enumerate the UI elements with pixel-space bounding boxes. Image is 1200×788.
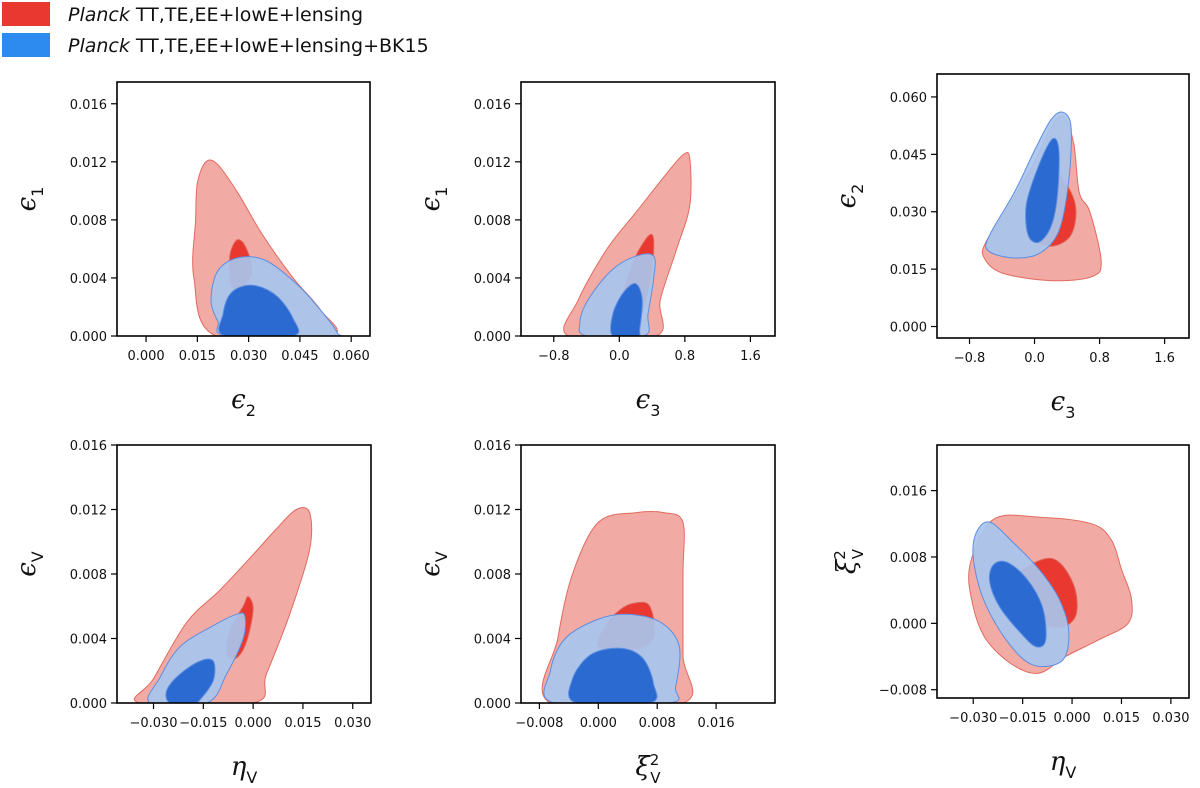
x-axis-label-p6: ηV xyxy=(1050,747,1077,782)
x-tick-label-p1-0: 0.000 xyxy=(127,349,164,364)
y-tick-label-p2-4: 0.016 xyxy=(474,98,511,113)
x-tick-label-p3-2: 0.8 xyxy=(1089,351,1110,366)
x-axis-label-p1: ϵ2 xyxy=(231,385,256,420)
axes-frame-p6 xyxy=(936,444,1190,699)
y-tick-label-p6-1: 0.000 xyxy=(890,617,927,632)
y-tick-label-p3-2: 0.030 xyxy=(890,206,927,221)
y-axis-label-p2: ϵ1 xyxy=(416,187,451,212)
y-tick-label-p3-0: 0.000 xyxy=(890,321,927,336)
y-tick-label-p4-0: 0.000 xyxy=(70,697,107,712)
contours-p1 xyxy=(192,159,345,336)
x-tick-label-p3-3: 1.6 xyxy=(1154,351,1175,366)
x-tick-label-p2-3: 1.6 xyxy=(740,349,761,364)
y-axis-label-p4: ϵV xyxy=(12,551,47,577)
x-tick-label-p2-1: 0.0 xyxy=(609,349,630,364)
y-tick-label-p2-0: 0.000 xyxy=(474,330,511,345)
panel-p4: −0.030 −0.015 0.000 0.015 0.030 0.000 0.004 0.0… xyxy=(12,439,372,787)
x-axis-label-p2: ϵ3 xyxy=(636,385,661,420)
contour-panels: 0.000 0.015 0.030 0.045 0.060 0.000 0.004 0.008… xyxy=(12,73,1190,787)
x-tick-label-p5-3: 0.016 xyxy=(697,716,734,731)
x-tick-label-p2-0: −0.8 xyxy=(538,349,570,364)
panel-p1: 0.000 0.015 0.030 0.045 0.060 0.000 0.004 0.008… xyxy=(12,81,371,420)
contour-blue-inner-p6 xyxy=(988,560,1047,648)
x-tick-label-p5-2: 0.008 xyxy=(639,716,676,731)
contours-p5 xyxy=(541,511,694,703)
y-tick-label-p6-0: −0.008 xyxy=(879,684,927,699)
x-tick-label-p6-4: 0.030 xyxy=(1152,711,1189,726)
y-tick-label-p5-1: 0.004 xyxy=(474,633,511,648)
x-tick-label-p6-3: 0.015 xyxy=(1103,711,1140,726)
y-axis-label-p5: ϵV xyxy=(416,551,451,577)
legend: Planck TT,TE,EE+lowE+lensing Planck TT,TE… xyxy=(2,2,429,57)
y-tick-label-p4-3: 0.012 xyxy=(70,504,107,519)
legend-label-1: Planck TT,TE,EE+lowE+lensing xyxy=(68,4,363,26)
panel-p5: −0.008 0.000 0.008 0.016 0.000 0.004 0.008 0.01… xyxy=(416,439,776,787)
y-axis-label-p1: ϵ1 xyxy=(12,187,47,212)
contours-p6 xyxy=(968,514,1133,674)
x-axis-label-p5: ξ2 V xyxy=(635,751,661,787)
contours-p2 xyxy=(563,151,692,336)
panel-p2: −0.8 0.0 0.8 1.6 0.000 0.004 0.008 0.012 0.016 ϵ3… xyxy=(416,81,776,420)
x-tick-label-p4-4: 0.030 xyxy=(334,716,371,731)
x-tick-label-p2-2: 0.8 xyxy=(675,349,696,364)
y-tick-label-p5-3: 0.012 xyxy=(474,504,511,519)
y-tick-label-p4-1: 0.004 xyxy=(70,633,107,648)
x-tick-label-p3-1: 0.0 xyxy=(1024,351,1045,366)
x-tick-label-p4-2: 0.000 xyxy=(235,716,272,731)
y-tick-label-p3-1: 0.015 xyxy=(890,263,927,278)
y-tick-label-p2-1: 0.004 xyxy=(474,272,511,287)
y-tick-label-p1-2: 0.008 xyxy=(70,214,107,229)
x-tick-label-p6-1: −0.015 xyxy=(999,711,1047,726)
legend-swatch-2 xyxy=(2,33,50,57)
legend-swatch-1 xyxy=(2,2,50,26)
y-axis-label-p6: ξ2V xyxy=(831,548,867,574)
x-tick-label-p3-0: −0.8 xyxy=(954,351,986,366)
x-axis-label-p3: ϵ3 xyxy=(1051,387,1076,422)
axes-frame-p3 xyxy=(936,73,1190,339)
y-axis-label-p3: ϵ2 xyxy=(832,184,867,209)
x-tick-label-p4-3: 0.015 xyxy=(284,716,321,731)
y-tick-label-p1-4: 0.016 xyxy=(70,98,107,113)
y-tick-label-p2-2: 0.008 xyxy=(474,214,511,229)
x-tick-label-p6-0: −0.030 xyxy=(949,711,997,726)
x-tick-label-p6-2: 0.000 xyxy=(1053,711,1090,726)
x-tick-label-p4-1: −0.015 xyxy=(179,716,227,731)
x-tick-label-p1-3: 0.045 xyxy=(281,349,318,364)
y-tick-label-p4-2: 0.008 xyxy=(70,568,107,583)
y-tick-label-p4-4: 0.016 xyxy=(70,439,107,454)
legend-label-2: Planck TT,TE,EE+lowE+lensing+BK15 xyxy=(68,35,429,57)
y-tick-label-p5-0: 0.000 xyxy=(474,697,511,712)
contours-p3 xyxy=(981,111,1102,282)
y-tick-label-p6-2: 0.008 xyxy=(890,551,927,566)
x-tick-label-p5-0: −0.008 xyxy=(515,716,563,731)
axes-frame-p2 xyxy=(520,81,776,337)
y-tick-label-p5-4: 0.016 xyxy=(474,439,511,454)
y-tick-label-p1-1: 0.004 xyxy=(70,272,107,287)
y-tick-label-p2-3: 0.012 xyxy=(474,156,511,171)
contours-p4 xyxy=(133,507,313,703)
y-tick-label-p3-4: 0.060 xyxy=(890,91,927,106)
contour-blue-inner-p3 xyxy=(1025,137,1060,244)
x-tick-label-p5-1: 0.000 xyxy=(580,716,617,731)
y-tick-label-p5-2: 0.008 xyxy=(474,568,511,583)
y-tick-label-p1-3: 0.012 xyxy=(70,156,107,171)
x-tick-label-p1-4: 0.060 xyxy=(333,349,370,364)
panel-p3: −0.8 0.0 0.8 1.6 0.000 0.015 0.030 0.045 0.060 ϵ3… xyxy=(832,73,1190,422)
x-tick-label-p4-0: −0.030 xyxy=(129,716,177,731)
y-tick-label-p6-3: 0.016 xyxy=(890,485,927,500)
axes-frame-p1 xyxy=(116,81,371,337)
x-tick-label-p1-2: 0.030 xyxy=(230,349,267,364)
y-tick-label-p3-3: 0.045 xyxy=(890,148,927,163)
y-tick-label-p1-0: 0.000 xyxy=(70,330,107,345)
contour-blue-outer-p4 xyxy=(147,612,247,703)
panel-p6: −0.030 −0.015 0.000 0.015 0.030 −0.008 0.000 0.… xyxy=(831,444,1190,782)
x-axis-label-p4: ηV xyxy=(231,752,258,787)
x-tick-label-p1-1: 0.015 xyxy=(179,349,216,364)
